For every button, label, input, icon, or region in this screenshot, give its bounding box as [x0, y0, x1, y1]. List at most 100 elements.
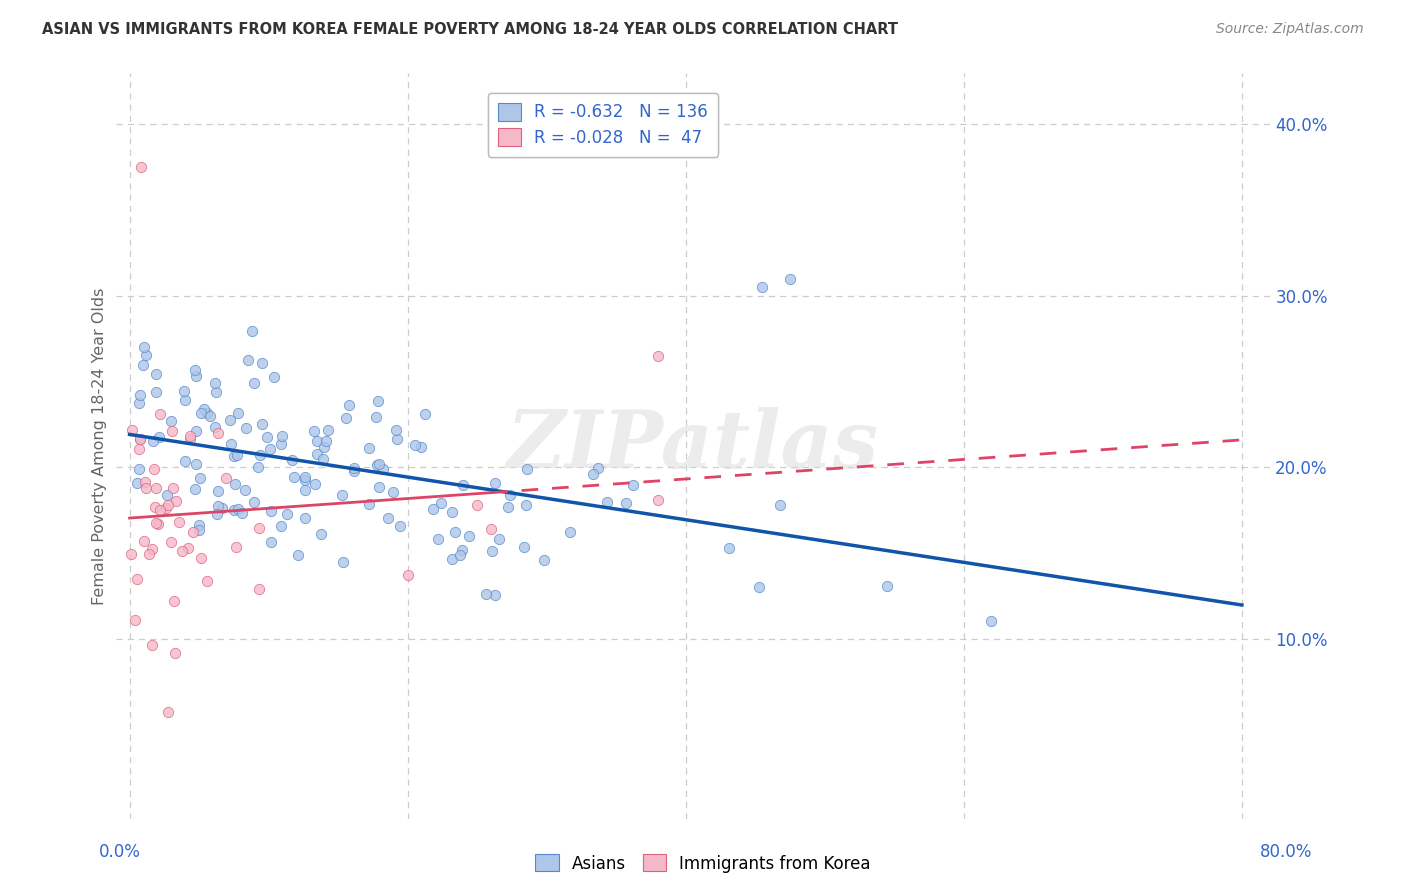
Point [316, 423, 339, 437]
Point [263, 370, 285, 384]
Point [533, 553, 555, 567]
Point [751, 280, 773, 294]
Point [368, 457, 391, 471]
Point [309, 527, 332, 541]
Point [396, 567, 419, 582]
Point [343, 464, 366, 478]
Point [141, 638, 163, 652]
Point [388, 519, 411, 533]
Point [235, 421, 257, 435]
Point [141, 542, 163, 557]
Point [225, 540, 247, 554]
Point [173, 393, 195, 408]
Point [332, 556, 354, 570]
Point [980, 614, 1002, 628]
Point [748, 580, 770, 594]
Point [224, 477, 246, 491]
Point [484, 476, 506, 491]
Point [148, 430, 170, 444]
Point [128, 442, 150, 457]
Point [190, 551, 212, 566]
Point [173, 384, 195, 398]
Point [475, 587, 498, 601]
Point [124, 613, 146, 627]
Point [145, 385, 167, 400]
Point [488, 532, 510, 546]
Point [260, 504, 283, 518]
Point [315, 434, 337, 449]
Point [172, 544, 194, 558]
Point [156, 705, 179, 719]
Point [204, 420, 226, 434]
Point [250, 356, 273, 370]
Point [179, 432, 201, 446]
Text: ASIAN VS IMMIGRANTS FROM KOREA FEMALE POVERTY AMONG 18-24 YEAR OLDS CORRELATION : ASIAN VS IMMIGRANTS FROM KOREA FEMALE PO… [42, 22, 898, 37]
Point [479, 521, 502, 535]
Point [304, 476, 326, 491]
Point [335, 411, 357, 425]
Point [226, 406, 249, 420]
Point [484, 588, 506, 602]
Point [249, 448, 271, 462]
Point [132, 340, 155, 354]
Point [129, 161, 152, 175]
Legend: R = -0.632   N = 136, R = -0.028   N =  47: R = -0.632 N = 136, R = -0.028 N = 47 [488, 93, 718, 156]
Point [177, 541, 200, 556]
Point [121, 423, 143, 437]
Point [148, 516, 170, 531]
Point [422, 501, 444, 516]
Point [515, 498, 537, 512]
Point [128, 396, 150, 410]
Point [231, 507, 253, 521]
Point [156, 499, 179, 513]
Point [451, 478, 474, 492]
Point [181, 524, 204, 539]
Point [250, 417, 273, 431]
Point [162, 594, 184, 608]
Point [218, 413, 240, 427]
Point [270, 437, 292, 451]
Point [367, 393, 389, 408]
Point [330, 488, 353, 502]
Point [160, 424, 183, 438]
Point [207, 499, 229, 513]
Point [246, 460, 269, 475]
Point [427, 532, 450, 546]
Point [134, 534, 156, 549]
Point [233, 483, 256, 498]
Point [481, 544, 503, 558]
Point [294, 470, 316, 484]
Point [149, 503, 172, 517]
Point [458, 529, 481, 543]
Point [162, 481, 184, 495]
Point [364, 409, 387, 424]
Text: ZIPatlas: ZIPatlas [506, 408, 879, 484]
Text: 0.0%: 0.0% [98, 843, 141, 861]
Point [187, 523, 209, 537]
Point [236, 352, 259, 367]
Point [368, 480, 391, 494]
Point [128, 462, 150, 476]
Point [283, 469, 305, 483]
Point [222, 502, 245, 516]
Point [184, 363, 207, 377]
Point [359, 497, 381, 511]
Point [384, 423, 406, 437]
Point [184, 483, 207, 497]
Point [247, 521, 270, 535]
Point [193, 402, 215, 417]
Point [145, 516, 167, 530]
Point [184, 424, 207, 438]
Point [219, 437, 242, 451]
Point [125, 476, 148, 491]
Point [211, 500, 233, 515]
Point [647, 349, 669, 363]
Y-axis label: Female Poverty Among 18-24 Year Olds: Female Poverty Among 18-24 Year Olds [93, 287, 107, 605]
Text: Source: ZipAtlas.com: Source: ZipAtlas.com [1216, 22, 1364, 37]
Text: 80.0%: 80.0% [1260, 843, 1313, 861]
Point [145, 500, 167, 515]
Point [207, 483, 229, 498]
Point [205, 385, 228, 400]
Point [449, 548, 471, 562]
Point [226, 502, 249, 516]
